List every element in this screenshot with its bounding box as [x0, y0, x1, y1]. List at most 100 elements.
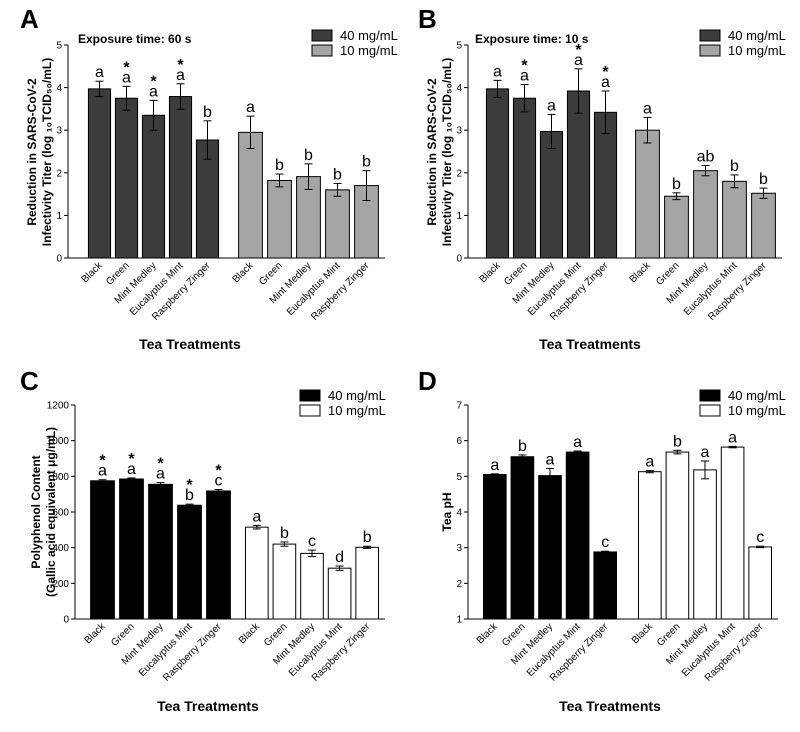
bar [512, 97, 537, 259]
legend-label: 10 mg/mL [728, 43, 786, 58]
significance-letter: b [280, 525, 289, 542]
y-tick-label: 2 [56, 168, 62, 179]
bar [722, 180, 747, 259]
bar [664, 195, 689, 259]
y-tick-label: 0 [456, 254, 462, 265]
x-tick-label: Black [83, 621, 109, 647]
legend-label: 10 mg/mL [340, 43, 398, 58]
significance-star: * [128, 451, 135, 468]
significance-letter: a [601, 74, 610, 91]
bar [177, 504, 202, 620]
y-tick-label: 7 [456, 401, 462, 412]
legend-swatch [299, 389, 321, 402]
significance-letter: b [759, 171, 768, 188]
y-tick-label: 4 [456, 83, 462, 94]
bar [720, 446, 745, 620]
significance-star: * [150, 73, 157, 90]
significance-letter: a [490, 457, 499, 474]
significance-letter: d [335, 549, 344, 566]
significance-letter: a [98, 463, 107, 480]
bar [327, 567, 352, 620]
bar [693, 170, 718, 259]
significance-letter: a [95, 64, 104, 81]
legend-label: 40 mg/mL [328, 388, 386, 403]
legend-label: 10 mg/mL [728, 403, 786, 418]
bar [325, 189, 350, 259]
significance-star: * [157, 456, 164, 473]
y-axis-title-line: Polyphenol Content [29, 455, 43, 568]
bar [119, 478, 144, 620]
y-tick-label: 4 [456, 508, 462, 519]
significance-letter: c [215, 473, 223, 490]
significance-star: * [123, 59, 130, 76]
significance-letter: a [493, 63, 502, 80]
significance-letter: b [518, 438, 527, 455]
y-tick-label: 1000 [47, 436, 70, 447]
legend-swatch [311, 44, 333, 57]
x-tick-label: Black [630, 621, 656, 647]
significance-star: * [602, 64, 609, 81]
x-tick-label: Green [109, 621, 136, 648]
y-tick-label: 1 [56, 211, 62, 222]
y-tick-label: 3 [56, 126, 62, 137]
y-axis-title: Reduction in SARS-CoV-2 Infectivity Titer… [25, 58, 54, 246]
x-tick-label: Black [80, 260, 106, 286]
bar [238, 131, 263, 259]
significance-letter: a [573, 434, 582, 451]
y-tick-label: 1 [456, 615, 462, 626]
x-tick-label: Black [478, 260, 504, 286]
significance-letter: a [149, 83, 158, 100]
significance-star: * [177, 57, 184, 74]
legend-label: 40 mg/mL [728, 28, 786, 43]
significance-letter: b [673, 433, 682, 450]
bar [751, 192, 776, 259]
bar [593, 551, 618, 620]
y-tick-label: 5 [56, 41, 62, 52]
y-tick-label: 5 [456, 472, 462, 483]
legend-swatch [299, 404, 321, 417]
bar [300, 552, 324, 620]
significance-letter: b [362, 154, 371, 171]
significance-letter: b [363, 529, 372, 546]
significance-letter: a [252, 508, 261, 525]
x-tick-label: Black [475, 621, 501, 647]
y-axis-title-line: Infectivity Titer (log ₁₀TCID₅₀/mL) [40, 58, 54, 246]
significance-star: * [99, 453, 106, 470]
significance-letter: b [304, 147, 313, 164]
significance-letter: a [643, 100, 652, 117]
bar [482, 474, 507, 620]
significance-letter: c [601, 534, 609, 551]
significance-star: * [186, 477, 193, 494]
significance-letter: ab [697, 149, 715, 166]
significance-letter: b [672, 176, 681, 193]
bar [141, 114, 166, 259]
panel-letter: C [20, 366, 39, 396]
significance-star: * [215, 463, 222, 480]
y-tick-label: 800 [52, 472, 69, 483]
legend-swatch [699, 29, 721, 42]
x-axis-title: Tea Treatments [139, 336, 241, 352]
y-tick-label: 5 [456, 41, 462, 52]
bar [168, 96, 193, 259]
exposure-time-annotation: Exposure time: 60 s [78, 32, 192, 46]
y-axis-title-line: (Gallic acid equivalent μg/mL) [44, 427, 58, 597]
significance-star: * [575, 42, 582, 59]
y-axis-title-line: Reduction in SARS-CoV-2 [425, 78, 439, 226]
bar [538, 475, 562, 620]
significance-letter: b [275, 157, 284, 174]
significance-letter: c [756, 529, 764, 546]
bar [510, 456, 535, 620]
y-axis-title-line: Tea pH [440, 492, 454, 531]
x-tick-label: Green [257, 260, 284, 287]
y-tick-label: 1 [456, 211, 462, 222]
y-tick-label: 400 [52, 543, 69, 554]
y-tick-label: 3 [456, 543, 462, 554]
bar [267, 179, 292, 259]
significance-letter: a [547, 97, 556, 114]
bar [90, 480, 115, 620]
bar [272, 543, 297, 620]
significance-letter: a [122, 69, 131, 86]
